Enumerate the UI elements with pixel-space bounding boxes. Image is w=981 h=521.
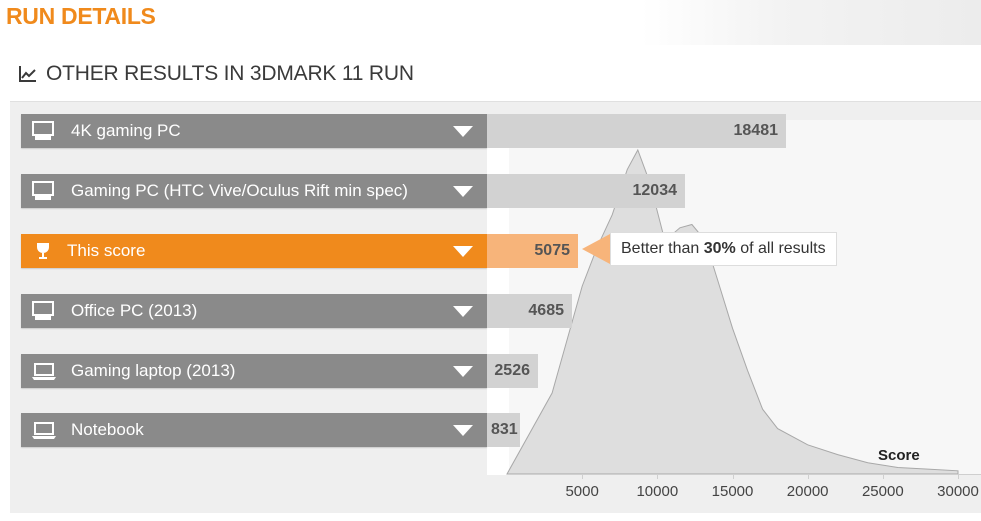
- desktop-icon: [31, 121, 55, 141]
- row-label[interactable]: 4K gaming PC: [21, 114, 487, 148]
- section-header: OTHER RESULTS IN 3DMARK 11 RUN: [18, 60, 414, 88]
- score-bar: 831: [487, 413, 520, 447]
- tooltip-percent: 30%: [703, 240, 736, 257]
- row-label-text: Gaming PC (HTC Vive/Oculus Rift min spec…: [71, 181, 408, 200]
- chevron-down-icon[interactable]: [453, 366, 473, 377]
- row-label-text: 4K gaming PC: [71, 121, 181, 140]
- chevron-down-icon[interactable]: [453, 246, 473, 257]
- row-label[interactable]: Office PC (2013): [21, 294, 487, 328]
- x-tick-label: 10000: [636, 483, 679, 500]
- x-tick: [958, 474, 959, 479]
- score-value: 5075: [534, 242, 570, 259]
- score-bar: 2526: [487, 354, 538, 388]
- score-value: 831: [491, 421, 518, 438]
- score-value: 12034: [632, 182, 678, 199]
- score-value: 2526: [494, 362, 530, 379]
- chevron-down-icon[interactable]: [453, 425, 473, 436]
- x-tick-label: 20000: [786, 483, 829, 500]
- row-label[interactable]: Notebook: [21, 413, 487, 447]
- percentile-tooltip: Better than 30% of all results: [610, 232, 837, 266]
- score-value: 18481: [733, 122, 779, 139]
- x-tick-label: 25000: [861, 483, 904, 500]
- score-bar: 4685: [487, 294, 572, 328]
- tooltip-arrow: [582, 234, 610, 264]
- x-tick-label: 15000: [711, 483, 754, 500]
- desktop-icon: [31, 181, 55, 201]
- x-tick: [732, 474, 734, 479]
- row-label-text: Office PC (2013): [71, 301, 198, 320]
- x-tick-label: 30000: [937, 483, 979, 500]
- header-decoration: [641, 0, 981, 45]
- x-axis-line: [507, 474, 981, 475]
- x-axis-title: Score: [878, 447, 920, 464]
- line-chart-icon: [18, 64, 38, 84]
- x-tick: [807, 474, 809, 479]
- x-tick: [657, 474, 659, 479]
- score-bar: 5075: [487, 234, 578, 268]
- tooltip-suffix: of all results: [735, 240, 826, 257]
- x-tick: [582, 474, 584, 479]
- page-title: RUN DETAILS: [6, 3, 156, 29]
- laptop-icon: [31, 420, 56, 440]
- x-tick: [882, 474, 884, 479]
- section-title: OTHER RESULTS IN 3DMARK 11 RUN: [46, 62, 414, 85]
- chevron-down-icon[interactable]: [453, 186, 473, 197]
- row-label-text: Gaming laptop (2013): [71, 361, 236, 380]
- row-label[interactable]: Gaming laptop (2013): [21, 354, 487, 388]
- tooltip-prefix: Better than: [621, 240, 704, 257]
- score-bar: 18481: [487, 114, 786, 148]
- desktop-icon: [31, 301, 55, 321]
- chevron-down-icon[interactable]: [453, 306, 473, 317]
- chevron-down-icon[interactable]: [453, 126, 473, 137]
- trophy-icon: [33, 241, 57, 261]
- laptop-icon: [31, 361, 56, 381]
- row-label[interactable]: Gaming PC (HTC Vive/Oculus Rift min spec…: [21, 174, 487, 208]
- row-label[interactable]: This score: [21, 234, 487, 268]
- score-value: 4685: [528, 302, 564, 319]
- row-label-text: Notebook: [71, 420, 144, 439]
- row-label-text: This score: [67, 241, 146, 260]
- score-bar: 12034: [487, 174, 685, 208]
- x-tick-label: 5000: [565, 483, 599, 500]
